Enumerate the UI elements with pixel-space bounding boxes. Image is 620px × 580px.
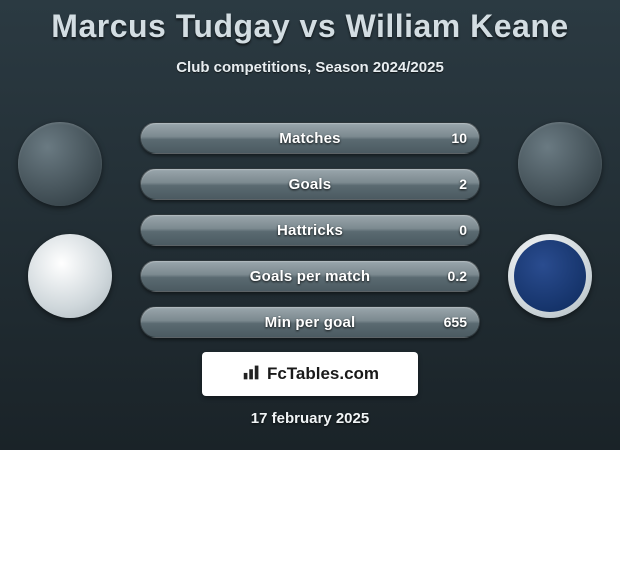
stat-row: Min per goal 655: [140, 306, 480, 338]
stat-label: Matches: [141, 123, 479, 153]
stats-bar-group: Matches 10 Goals 2 Hattricks 0 Goals per…: [140, 122, 480, 352]
subtitle: Club competitions, Season 2024/2025: [0, 59, 620, 76]
date-text: 17 february 2025: [0, 410, 620, 427]
stat-row: Matches 10: [140, 122, 480, 154]
brand-attribution: FcTables.com: [202, 352, 418, 396]
stat-value: 10: [451, 123, 467, 153]
stat-row: Goals 2: [140, 168, 480, 200]
stat-value: 655: [444, 307, 467, 337]
stat-value: 0: [459, 215, 467, 245]
stat-value: 0.2: [448, 261, 467, 291]
player-left-avatar: [18, 122, 102, 206]
barchart-icon: [241, 361, 263, 388]
stat-label: Hattricks: [141, 215, 479, 245]
brand-text: FcTables.com: [267, 364, 379, 384]
player-right-avatar: [518, 122, 602, 206]
stat-label: Min per goal: [141, 307, 479, 337]
player-right-club-badge: [508, 234, 592, 318]
stat-value: 2: [459, 169, 467, 199]
stat-row: Hattricks 0: [140, 214, 480, 246]
stat-label: Goals per match: [141, 261, 479, 291]
player-left-club-badge: [28, 234, 112, 318]
comparison-panel: Marcus Tudgay vs William Keane Club comp…: [0, 0, 620, 450]
stat-label: Goals: [141, 169, 479, 199]
page-title: Marcus Tudgay vs William Keane: [0, 0, 620, 45]
stat-row: Goals per match 0.2: [140, 260, 480, 292]
